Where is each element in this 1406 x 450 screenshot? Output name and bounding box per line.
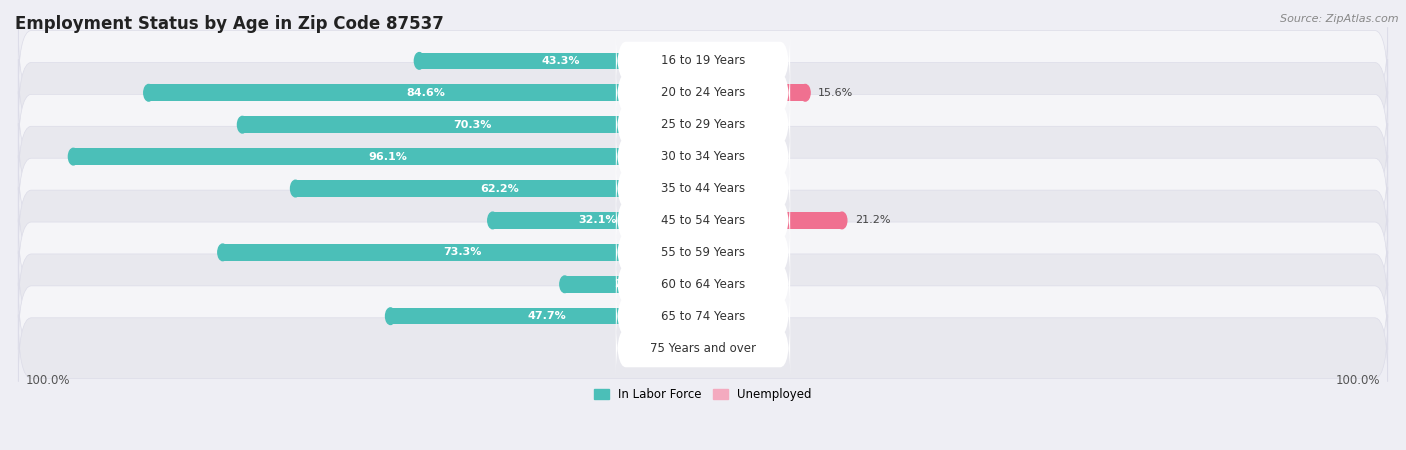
Bar bbox=[492, 212, 703, 229]
Text: Source: ZipAtlas.com: Source: ZipAtlas.com bbox=[1281, 14, 1399, 23]
Bar bbox=[149, 85, 703, 101]
Legend: In Labor Force, Unemployed: In Labor Force, Unemployed bbox=[589, 383, 817, 406]
FancyBboxPatch shape bbox=[18, 59, 1388, 126]
Ellipse shape bbox=[662, 340, 672, 356]
FancyBboxPatch shape bbox=[616, 32, 790, 90]
Text: 62.2%: 62.2% bbox=[479, 184, 519, 194]
Text: 47.7%: 47.7% bbox=[527, 311, 567, 321]
Text: 65 to 74 Years: 65 to 74 Years bbox=[661, 310, 745, 323]
FancyBboxPatch shape bbox=[616, 96, 790, 153]
Text: 35 to 44 Years: 35 to 44 Years bbox=[661, 182, 745, 195]
FancyBboxPatch shape bbox=[18, 155, 1388, 222]
FancyBboxPatch shape bbox=[616, 320, 790, 377]
Text: 75 Years and over: 75 Years and over bbox=[650, 342, 756, 355]
Ellipse shape bbox=[143, 85, 153, 101]
FancyBboxPatch shape bbox=[616, 288, 790, 345]
Text: 0.0%: 0.0% bbox=[716, 248, 744, 257]
FancyBboxPatch shape bbox=[18, 251, 1388, 318]
Ellipse shape bbox=[218, 244, 228, 261]
Ellipse shape bbox=[488, 212, 498, 229]
Ellipse shape bbox=[710, 180, 720, 197]
Text: 0.0%: 0.0% bbox=[716, 343, 744, 353]
Text: 45 to 54 Years: 45 to 54 Years bbox=[661, 214, 745, 227]
Text: 5.4%: 5.4% bbox=[626, 343, 655, 353]
Text: 70.3%: 70.3% bbox=[454, 120, 492, 130]
Bar bbox=[419, 53, 703, 69]
Bar bbox=[668, 340, 703, 356]
FancyBboxPatch shape bbox=[18, 283, 1388, 350]
Text: 0.0%: 0.0% bbox=[716, 311, 744, 321]
Text: 84.6%: 84.6% bbox=[406, 88, 446, 98]
Text: 25 to 29 Years: 25 to 29 Years bbox=[661, 118, 745, 131]
Bar bbox=[703, 212, 842, 229]
Ellipse shape bbox=[385, 308, 395, 324]
Bar bbox=[565, 276, 703, 293]
FancyBboxPatch shape bbox=[18, 219, 1388, 286]
Text: 43.3%: 43.3% bbox=[541, 56, 581, 66]
Bar bbox=[242, 117, 703, 133]
FancyBboxPatch shape bbox=[616, 224, 790, 281]
FancyBboxPatch shape bbox=[18, 315, 1388, 382]
Bar bbox=[703, 85, 806, 101]
Text: 21.1%: 21.1% bbox=[614, 279, 654, 289]
Bar bbox=[295, 180, 703, 197]
Text: 0.0%: 0.0% bbox=[716, 56, 744, 66]
Bar bbox=[73, 148, 703, 165]
Bar bbox=[391, 308, 703, 324]
FancyBboxPatch shape bbox=[18, 91, 1388, 158]
Ellipse shape bbox=[837, 212, 846, 229]
FancyBboxPatch shape bbox=[616, 192, 790, 249]
Ellipse shape bbox=[800, 85, 810, 101]
Text: 30 to 34 Years: 30 to 34 Years bbox=[661, 150, 745, 163]
Ellipse shape bbox=[560, 276, 569, 293]
Text: 73.3%: 73.3% bbox=[444, 248, 482, 257]
Text: 1.8%: 1.8% bbox=[728, 184, 756, 194]
Text: 16 to 19 Years: 16 to 19 Years bbox=[661, 54, 745, 68]
Text: 60 to 64 Years: 60 to 64 Years bbox=[661, 278, 745, 291]
FancyBboxPatch shape bbox=[616, 256, 790, 313]
Text: 0.0%: 0.0% bbox=[716, 279, 744, 289]
Ellipse shape bbox=[69, 148, 79, 165]
Text: 20 to 24 Years: 20 to 24 Years bbox=[661, 86, 745, 99]
Text: 21.2%: 21.2% bbox=[855, 216, 890, 225]
Text: 15.6%: 15.6% bbox=[818, 88, 853, 98]
Ellipse shape bbox=[415, 53, 425, 69]
Text: 0.0%: 0.0% bbox=[716, 152, 744, 162]
FancyBboxPatch shape bbox=[18, 123, 1388, 190]
Text: Employment Status by Age in Zip Code 87537: Employment Status by Age in Zip Code 875… bbox=[15, 15, 444, 33]
Text: 32.1%: 32.1% bbox=[579, 216, 617, 225]
Bar bbox=[222, 244, 703, 261]
Text: 96.1%: 96.1% bbox=[368, 152, 408, 162]
Ellipse shape bbox=[291, 180, 301, 197]
FancyBboxPatch shape bbox=[18, 27, 1388, 94]
FancyBboxPatch shape bbox=[616, 128, 790, 185]
FancyBboxPatch shape bbox=[616, 160, 790, 217]
Ellipse shape bbox=[238, 117, 247, 133]
Text: 55 to 59 Years: 55 to 59 Years bbox=[661, 246, 745, 259]
Text: 0.0%: 0.0% bbox=[716, 120, 744, 130]
Bar bbox=[703, 180, 714, 197]
FancyBboxPatch shape bbox=[18, 187, 1388, 254]
FancyBboxPatch shape bbox=[616, 64, 790, 122]
